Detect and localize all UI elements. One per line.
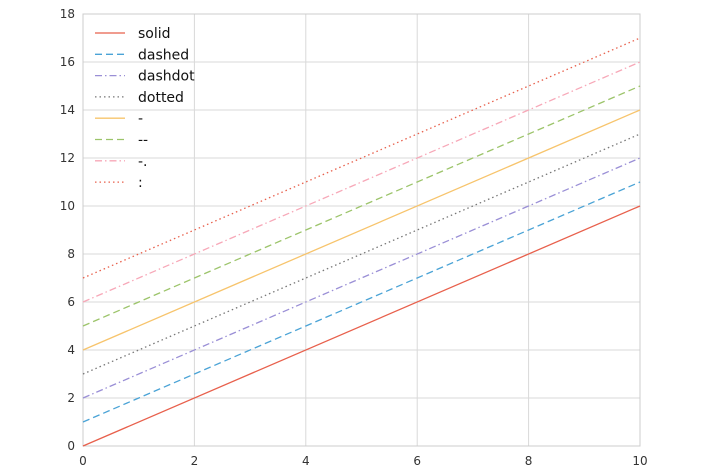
x-tick-label: 10 bbox=[632, 454, 647, 468]
legend-label-2: dashdot bbox=[138, 69, 195, 85]
y-tick-label: 4 bbox=[67, 343, 75, 357]
series-line-2 bbox=[82, 157, 641, 399]
legend-label-1: dashed bbox=[138, 47, 189, 63]
y-tick-label: 2 bbox=[67, 391, 75, 405]
x-tick-label: 2 bbox=[191, 454, 199, 468]
y-tick-label: 12 bbox=[60, 151, 75, 165]
y-tick-label: 0 bbox=[67, 439, 75, 453]
y-tick-label: 18 bbox=[60, 7, 75, 21]
y-tick-label: 6 bbox=[67, 295, 75, 309]
legend-label-6: -. bbox=[138, 154, 148, 170]
series-line-0 bbox=[82, 205, 641, 447]
x-tick-label: 0 bbox=[79, 454, 87, 468]
legend-label-3: dotted bbox=[138, 90, 184, 106]
series-line-7 bbox=[82, 37, 641, 279]
legend-label-4: - bbox=[138, 111, 143, 127]
series-line-3 bbox=[82, 133, 641, 375]
legend-label-0: solid bbox=[138, 26, 171, 42]
x-tick-label: 8 bbox=[525, 454, 533, 468]
series-line-5 bbox=[82, 85, 641, 327]
legend-label-7: : bbox=[138, 175, 143, 191]
y-tick-label: 8 bbox=[67, 247, 75, 261]
y-tick-label: 16 bbox=[60, 55, 75, 69]
x-tick-label: 6 bbox=[413, 454, 421, 468]
legend-label-5: -- bbox=[138, 133, 148, 149]
series-line-4 bbox=[82, 109, 641, 351]
x-tick-label: 4 bbox=[302, 454, 310, 468]
y-axis-ticks: 0 2 4 6 8 10 12 14 16 18 bbox=[60, 7, 75, 453]
series-lines bbox=[82, 37, 641, 447]
series-line-1 bbox=[82, 181, 641, 423]
y-tick-label: 10 bbox=[60, 199, 75, 213]
x-axis-ticks: 0 2 4 6 8 10 bbox=[79, 454, 647, 468]
plot-frame bbox=[82, 13, 641, 447]
y-tick-label: 14 bbox=[60, 103, 75, 117]
